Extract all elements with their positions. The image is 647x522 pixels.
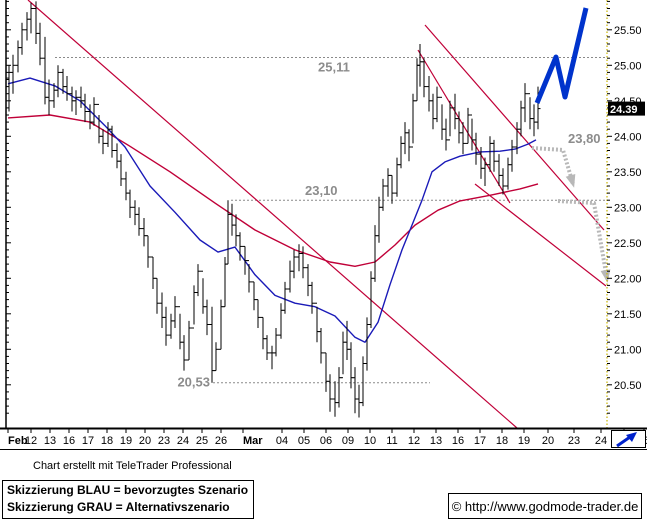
godmode-trader-url-box: © http://www.godmode-trader.de bbox=[448, 493, 642, 519]
x-axis-label: 12 bbox=[25, 435, 37, 447]
x-axis-label: 19 bbox=[518, 435, 530, 447]
y-axis-label: 21.00 bbox=[614, 344, 642, 356]
ma-slow-red bbox=[7, 114, 539, 267]
x-axis-label: 18 bbox=[496, 435, 508, 447]
scenario-legend-box: Skizzierung BLAU = bevorzugtes Szenario … bbox=[2, 480, 255, 519]
scenario-sketch-blue-preferred-scenario bbox=[534, 7, 589, 104]
copyright-url-text: © http://www.godmode-trader.de bbox=[451, 498, 639, 514]
x-axis-label: 20 bbox=[139, 435, 151, 447]
arrowhead bbox=[600, 269, 611, 283]
level-lines: 25,11 23,10 20,53 bbox=[55, 57, 606, 390]
teletrader-logo-icon[interactable] bbox=[611, 430, 646, 448]
x-axis-label: 04 bbox=[276, 435, 288, 447]
ma-fast-blue bbox=[7, 77, 537, 343]
scenario-sketch-gray-alternative-scenario-2 bbox=[557, 199, 611, 283]
x-axis-label: 24 bbox=[177, 435, 189, 447]
x-axis-label: 05 bbox=[298, 435, 310, 447]
right-price-axis: 25.5025.0024.5024.0023.5023.0022.5022.00… bbox=[606, 0, 642, 428]
x-axis-label: 09 bbox=[342, 435, 354, 447]
x-axis-label: 25 bbox=[196, 435, 208, 447]
current-price-tag: 24.39 bbox=[608, 101, 645, 116]
x-axis-label: 26 bbox=[215, 435, 227, 447]
trendline-upper-channel-from-march-peak bbox=[424, 24, 605, 231]
price-chart[interactable]: 25,1123,1020,5323,8025.5025.0024.5024.00… bbox=[0, 0, 647, 452]
y-axis-label: 22.00 bbox=[614, 273, 642, 285]
trendline-steep-line-from-march-peak bbox=[417, 49, 511, 204]
level-label: 23,10 bbox=[305, 183, 338, 198]
left-price-axis bbox=[5, 0, 11, 428]
x-axis-label: Feb bbox=[8, 435, 28, 447]
x-axis-label: 13 bbox=[430, 435, 442, 447]
legend-line-gray: Skizzierung GRAU = Alternativszenario bbox=[7, 500, 230, 514]
x-axis-label: 18 bbox=[101, 435, 113, 447]
ohlc-bars bbox=[6, 1, 541, 418]
x-axis-label: 24 bbox=[595, 435, 607, 447]
trendline-major-downtrend bbox=[27, 0, 518, 429]
x-axis-label: 20 bbox=[542, 435, 554, 447]
level-label: 23,80 bbox=[568, 131, 601, 146]
x-axis-label: 10 bbox=[364, 435, 376, 447]
y-axis-label: 20.50 bbox=[614, 380, 642, 392]
x-axis-label: 23 bbox=[568, 435, 580, 447]
y-axis-label: 23.00 bbox=[614, 202, 642, 214]
y-axis-label: 25.00 bbox=[614, 60, 642, 72]
svg-text:24.39: 24.39 bbox=[610, 104, 638, 116]
x-axis-label: 06 bbox=[320, 435, 332, 447]
level-label: 25,11 bbox=[318, 60, 350, 75]
y-axis-label: 23.50 bbox=[614, 167, 642, 179]
chart-credit-note: Chart erstellt mit TeleTrader Profession… bbox=[33, 460, 232, 472]
arrowhead bbox=[565, 174, 576, 188]
x-axis-label: 17 bbox=[82, 435, 94, 447]
x-axis-label: 12 bbox=[408, 435, 420, 447]
x-axis-label: 16 bbox=[452, 435, 464, 447]
level-label: 20,53 bbox=[177, 375, 210, 390]
y-axis-label: 22.50 bbox=[614, 238, 642, 250]
price-chart-canvas: 25,1123,1020,5323,8025.5025.0024.5024.00… bbox=[0, 0, 647, 450]
y-axis-label: 21.50 bbox=[614, 309, 642, 321]
x-axis-label: Mar bbox=[243, 435, 263, 447]
legend-line-blue: Skizzierung BLAU = bevorzugtes Szenario bbox=[7, 483, 249, 497]
x-axis-label: 17 bbox=[474, 435, 486, 447]
trendline-lower-right-downtrend bbox=[474, 183, 607, 287]
y-axis-label: 25.50 bbox=[614, 25, 642, 37]
scenario-sketch-gray-alternative-scenario-1: 23,80 bbox=[531, 131, 601, 188]
x-axis-label: 16 bbox=[63, 435, 75, 447]
x-axis-label: 11 bbox=[386, 435, 397, 447]
x-axis-label: 19 bbox=[120, 435, 132, 447]
x-axis-label: 23 bbox=[158, 435, 170, 447]
x-axis-label: 13 bbox=[44, 435, 56, 447]
trendlines bbox=[27, 0, 607, 429]
y-axis-label: 24.00 bbox=[614, 131, 642, 143]
arrow-icon bbox=[626, 432, 637, 442]
